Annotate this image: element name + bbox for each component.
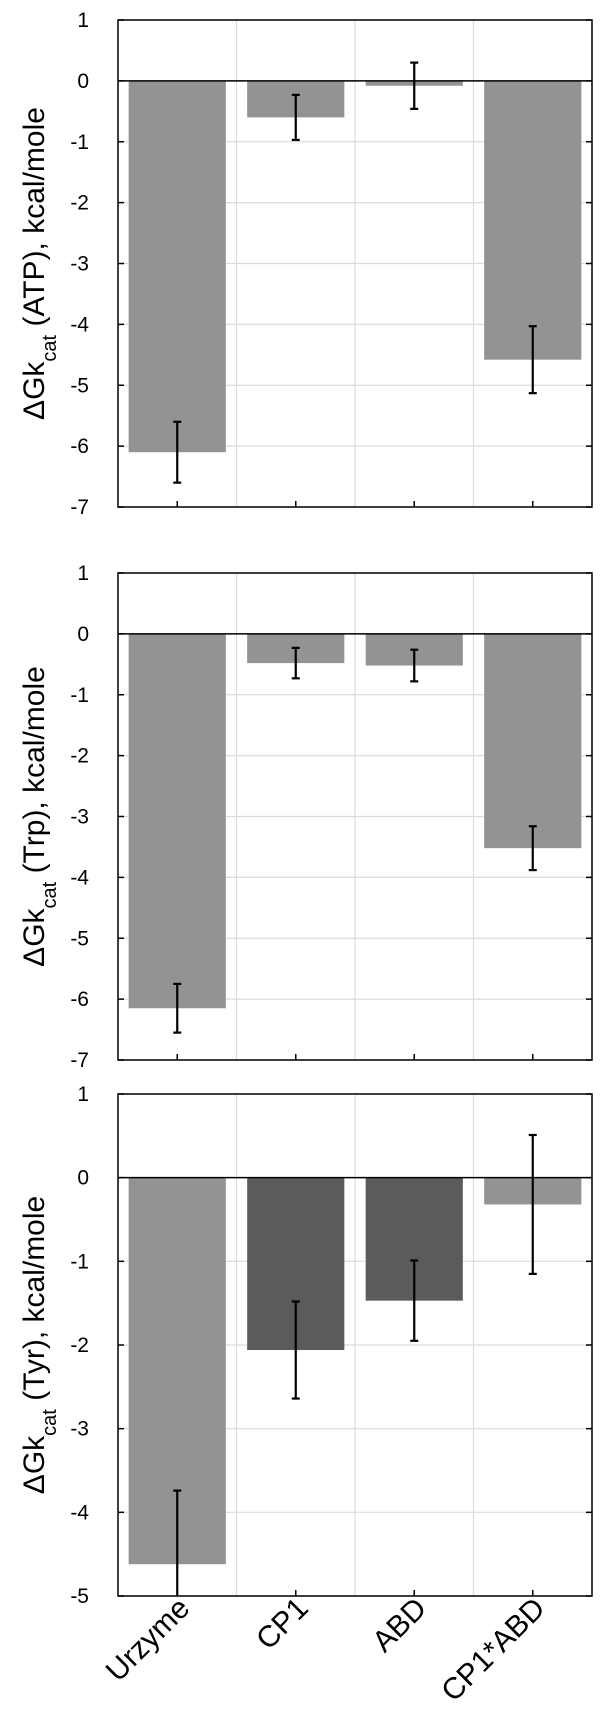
y-tick-label: -6	[70, 988, 89, 1011]
y-tick-label: -7	[70, 496, 89, 519]
error-bar	[410, 61, 419, 110]
y-tick-label: -7	[70, 1049, 89, 1072]
y-tick-label: -2	[70, 1334, 89, 1357]
y-tick-label: -5	[70, 374, 89, 397]
y-tick-label: 0	[77, 1167, 89, 1190]
y-axis-label: ΔGkcat (ATP), kcal/mole	[18, 107, 61, 420]
y-tick-label: -2	[70, 192, 89, 215]
y-tick-label: -6	[70, 435, 89, 458]
error-bar	[410, 648, 419, 683]
error-bar	[528, 1133, 537, 1275]
error-bar	[291, 1300, 300, 1400]
y-tick-label: 1	[77, 1083, 89, 1106]
y-tick-label: -2	[70, 745, 89, 768]
chart-panel-2: 1 0 -1 -2 -3 -4 -5 -6 -7 ΔGkcat (Trp), kcal/mole	[18, 562, 593, 1072]
y-axis-label-subscript: cat	[39, 1409, 61, 1436]
error-bar	[291, 646, 300, 680]
y-tick-label: -5	[70, 927, 89, 950]
y-axis-label-rest: (ATP), kcal/mole	[18, 107, 51, 335]
x-category-label: CP1	[250, 1592, 315, 1657]
y-axis-label-subscript: cat	[39, 334, 61, 361]
y-tick-label: -1	[70, 684, 89, 707]
y-axis-label: ΔGkcat (Trp), kcal/mole	[18, 666, 61, 967]
chart-panel-3: 1 0 -1 -2 -3 -4 -5 ΔGkcat (Tyr), kcal/mole Urzym…	[18, 1083, 593, 1708]
bar-cp1-abd	[484, 80, 582, 360]
error-bar	[173, 1489, 182, 1596]
error-bar	[528, 325, 537, 395]
y-tick-label: -3	[70, 253, 89, 276]
error-bar	[528, 825, 537, 872]
y-axis-label-main: ΔGk	[18, 361, 51, 420]
y-axis-label-rest: (Tyr), kcal/mole	[18, 1196, 51, 1409]
x-category-label: Urzyme	[100, 1592, 196, 1688]
chart-panel-1: 1 0 -1 -2 -3 -4 -5 -6 -7 ΔGkcat (ATP), kcal/mole	[18, 9, 593, 519]
y-axis-label-main: ΔGk	[18, 1435, 51, 1494]
bar-urzyme	[128, 80, 226, 453]
y-tick-label: -1	[70, 1250, 89, 1273]
y-tick-label: -5	[70, 1585, 89, 1608]
y-tick-label: -4	[70, 313, 89, 336]
bar-cp1-abd	[484, 633, 582, 849]
y-tick-label: 0	[77, 623, 89, 646]
error-bar	[410, 1259, 419, 1342]
y-axis-label: ΔGkcat (Tyr), kcal/mole	[18, 1196, 61, 1494]
y-axis-label-subscript: cat	[39, 881, 61, 908]
y-tick-label: 0	[77, 70, 89, 93]
x-category-label: CP1*ABD	[435, 1592, 551, 1708]
error-bar	[173, 982, 182, 1034]
y-axis-label-main: ΔGk	[18, 907, 51, 966]
error-bar	[291, 93, 300, 142]
y-tick-label: -3	[70, 1418, 89, 1441]
error-bar	[173, 420, 182, 484]
x-category-label: ABD	[366, 1592, 433, 1659]
y-tick-label: -4	[70, 866, 89, 889]
y-tick-label: 1	[77, 562, 89, 585]
y-tick-label: -3	[70, 806, 89, 829]
y-tick-label: -4	[70, 1501, 89, 1524]
bar-urzyme	[128, 633, 226, 1009]
y-axis-label-rest: (Trp), kcal/mole	[18, 666, 51, 882]
y-tick-label: -1	[70, 131, 89, 154]
y-tick-label: 1	[77, 9, 89, 32]
